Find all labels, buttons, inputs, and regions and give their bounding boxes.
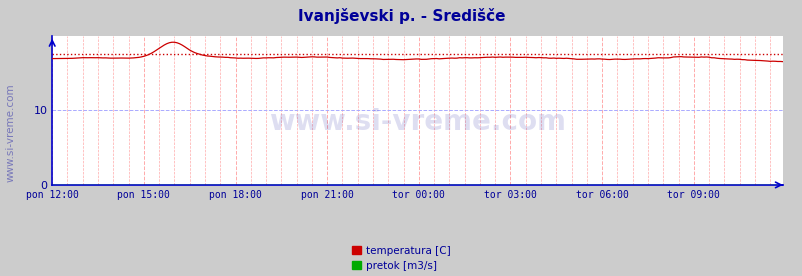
Text: Ivanjševski p. - Središče: Ivanjševski p. - Središče — [298, 8, 504, 24]
Legend: temperatura [C], pretok [m3/s]: temperatura [C], pretok [m3/s] — [352, 246, 450, 271]
Text: www.si-vreme.com: www.si-vreme.com — [6, 83, 15, 182]
Text: www.si-vreme.com: www.si-vreme.com — [269, 108, 565, 136]
